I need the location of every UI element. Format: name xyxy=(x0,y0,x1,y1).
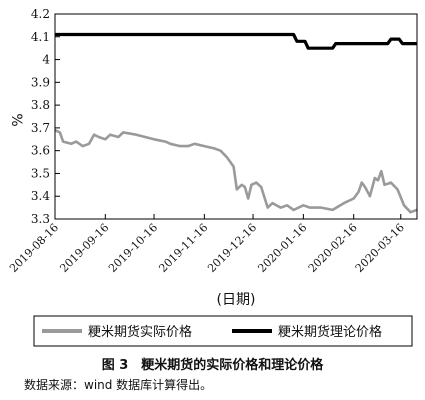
y-tick-label: 4.2 xyxy=(31,7,50,21)
legend-label-theory: 粳米期货理论价格 xyxy=(278,324,382,340)
x-tick-label: 2020-03-16 xyxy=(353,221,407,275)
y-tick-label: 4.1 xyxy=(31,30,50,44)
x-tick-label: 2019-09-16 xyxy=(57,221,111,275)
legend-label-actual: 粳米期货实际价格 xyxy=(88,324,192,340)
series-line-actual xyxy=(54,129,418,214)
y-tick-label: 3.3 xyxy=(31,212,50,226)
series-line-theory xyxy=(55,32,417,50)
x-axis-title: (日期) xyxy=(217,292,256,308)
figure-source: 数据来源：wind 数据库计算得出。 xyxy=(24,378,213,392)
y-tick-label: 3.4 xyxy=(31,189,50,203)
y-axis-title: % xyxy=(8,113,24,126)
y-tick-label: 3.6 xyxy=(31,144,50,158)
x-tick-label: 2019-08-16 xyxy=(7,221,61,275)
x-axis-ticks: 2019-08-162019-09-162019-10-162019-11-16… xyxy=(7,214,407,275)
y-tick-label: 3.8 xyxy=(31,98,50,112)
x-tick-label: 2019-11-16 xyxy=(156,221,210,275)
legend: 粳米期货实际价格 粳米期货理论价格 xyxy=(33,315,413,347)
y-tick-label: 3.9 xyxy=(31,75,50,89)
y-axis-ticks: 4.2 4.1 4 3.9 3.8 3.7 3.6 3.5 3.4 3.3 xyxy=(31,7,60,226)
legend-frame xyxy=(33,315,413,347)
y-tick-label: 3.5 xyxy=(31,166,50,180)
series-lines xyxy=(54,32,418,214)
figure-caption: 图 3 粳米期货的实际价格和理论价格 xyxy=(101,358,324,373)
x-tick-label: 2019-12-16 xyxy=(205,221,259,275)
plot-frame xyxy=(54,13,418,220)
y-tick-label: 3.7 xyxy=(31,121,50,135)
x-tick-label: 2020-02-16 xyxy=(306,221,360,275)
x-tick-label: 2019-10-16 xyxy=(106,221,160,275)
y-tick-label: 4 xyxy=(42,53,50,67)
x-tick-label: 2020-01-16 xyxy=(255,221,309,275)
